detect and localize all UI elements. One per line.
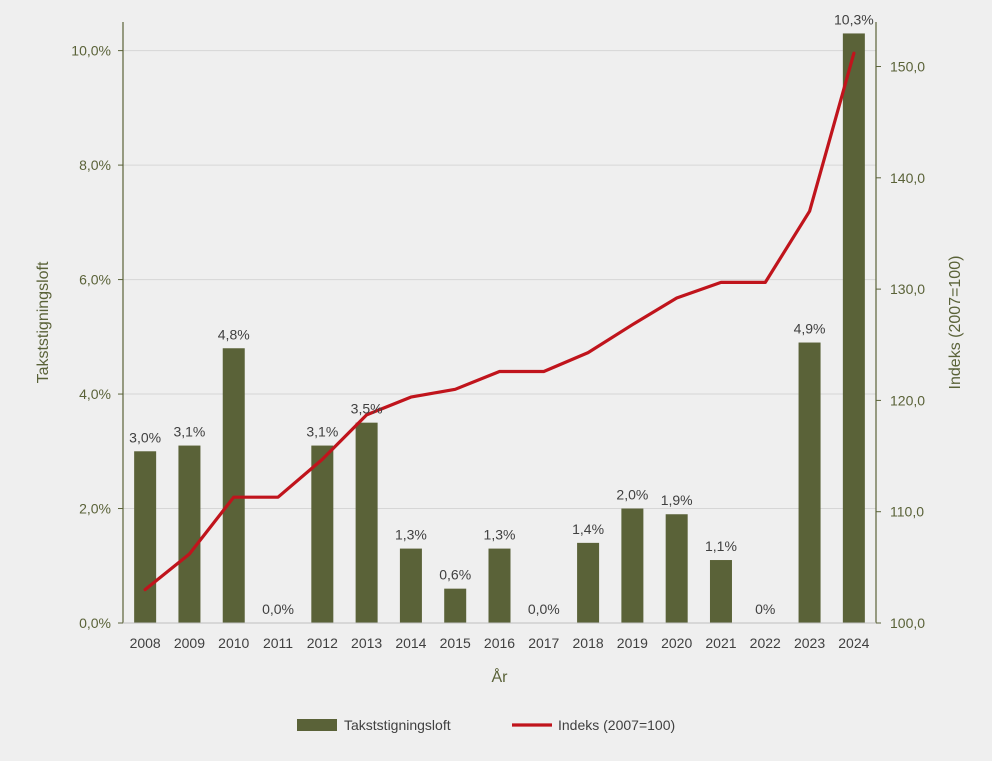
x-tick-label: 2022 (750, 635, 781, 651)
x-tick-label: 2010 (218, 635, 249, 651)
bar-data-label: 3,1% (173, 424, 205, 440)
y-tick-label: 2,0% (79, 501, 111, 517)
bar-data-label: 3,0% (129, 429, 161, 445)
bar (134, 451, 156, 623)
bar (223, 348, 245, 623)
y-tick-label: 10,0% (71, 43, 111, 59)
x-tick-label: 2024 (838, 635, 869, 651)
x-axis-title: År (492, 667, 509, 686)
bar-data-label: 1,4% (572, 521, 604, 537)
bar-data-label: 0,0% (262, 601, 294, 617)
bar (311, 446, 333, 623)
bar (843, 33, 865, 623)
line-series (145, 53, 854, 589)
y2-tick-label: 110,0 (890, 504, 924, 520)
x-tick-label: 2009 (174, 635, 205, 651)
x-tick-label: 2019 (617, 635, 648, 651)
bar-data-label: 0,0% (528, 601, 560, 617)
x-tick-label: 2017 (528, 635, 559, 651)
y2-tick-label: 130,0 (890, 281, 925, 297)
bar-data-label: 4,9% (794, 321, 826, 337)
bar-data-label: 1,3% (395, 527, 427, 543)
y2-tick-label: 100,0 (890, 615, 925, 631)
bar-data-label: 1,1% (705, 538, 737, 554)
legend-label-bar: Takststigningsloft (344, 717, 451, 733)
x-tick-label: 2013 (351, 635, 382, 651)
x-tick-label: 2016 (484, 635, 515, 651)
legend: Takststigningsloft Indeks (2007=100) (297, 717, 675, 733)
bar (577, 543, 599, 623)
bar-data-label: 0,6% (439, 567, 471, 583)
bar (489, 549, 511, 623)
bar (400, 549, 422, 623)
x-tick-label: 2021 (705, 635, 736, 651)
y2-tick-label: 140,0 (890, 170, 925, 186)
y-axis-title: Takststigningsloft (35, 261, 52, 383)
x-tick-label: 2008 (130, 635, 161, 651)
x-tick-label: 2012 (307, 635, 338, 651)
bar-data-label: 1,3% (484, 527, 516, 543)
x-tick-label: 2011 (263, 635, 293, 651)
bar (621, 509, 643, 623)
y-tick-label: 6,0% (79, 272, 111, 288)
bar-data-label: 4,8% (218, 326, 250, 342)
bar (666, 514, 688, 623)
bar (799, 343, 821, 623)
y-tick-label: 0,0% (79, 615, 111, 631)
x-tick-label: 2015 (440, 635, 471, 651)
bar-data-label: 2,0% (616, 487, 648, 503)
x-tick-label: 2014 (395, 635, 426, 651)
legend-label-line: Indeks (2007=100) (558, 717, 675, 733)
y2-tick-label: 120,0 (890, 392, 925, 408)
x-tick-label: 2023 (794, 635, 825, 651)
y-tick-label: 8,0% (79, 157, 111, 173)
bar-data-label: 0% (755, 601, 775, 617)
index-line (145, 53, 854, 589)
bar (444, 589, 466, 623)
bar (356, 423, 378, 623)
y2-axis-title: Indeks (2007=100) (947, 256, 964, 390)
bar-data-label: 1,9% (661, 492, 693, 508)
bar-data-label: 10,3% (834, 11, 874, 27)
y-tick-label: 4,0% (79, 386, 111, 402)
x-tick-label: 2020 (661, 635, 692, 651)
x-tick-label: 2018 (573, 635, 604, 651)
bar-data-label: 3,5% (351, 401, 383, 417)
bar (178, 446, 200, 623)
bar (710, 560, 732, 623)
bar-data-label: 3,1% (306, 424, 338, 440)
legend-swatch-bar (297, 719, 337, 731)
y2-tick-label: 150,0 (890, 59, 925, 75)
